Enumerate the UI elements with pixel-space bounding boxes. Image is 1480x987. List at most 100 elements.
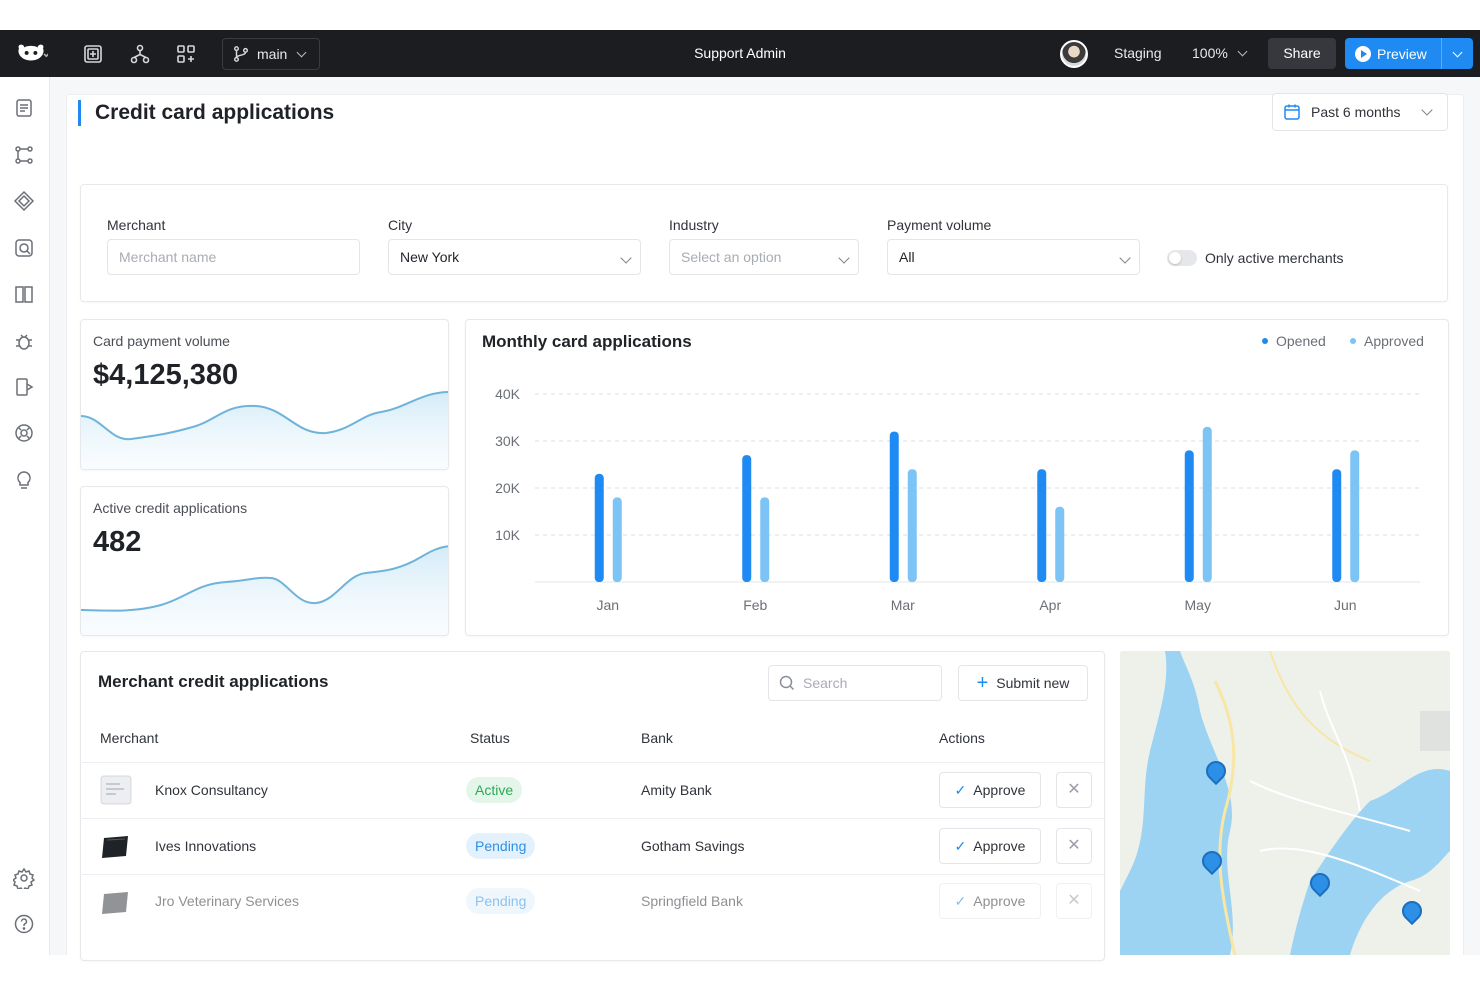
page-title: Credit card applications xyxy=(78,100,334,126)
x-tick-label: Apr xyxy=(1039,597,1061,613)
docs-icon[interactable] xyxy=(13,283,37,307)
city-select[interactable]: New York xyxy=(388,239,641,275)
preview-label: Preview xyxy=(1377,45,1427,62)
active-applications-card xyxy=(80,486,449,636)
active-merchants-label: Only active merchants xyxy=(1205,250,1344,266)
branch-selector[interactable]: main xyxy=(222,38,320,70)
payment-volume-value: $4,125,380 xyxy=(93,359,239,391)
status-badge: Pending xyxy=(466,833,536,859)
settings-icon[interactable] xyxy=(11,867,37,893)
close-icon: ✕ xyxy=(1067,892,1081,909)
date-range-select[interactable]: Past 6 months xyxy=(1272,93,1448,131)
chevron-down-icon xyxy=(620,252,632,264)
legend-approved-label: Approved xyxy=(1364,333,1424,349)
column-status[interactable]: Status xyxy=(470,730,510,746)
components-icon[interactable] xyxy=(173,30,199,77)
merchant-filter-label: Merchant xyxy=(107,217,166,233)
industry-placeholder: Select an option xyxy=(681,249,782,265)
merchant-table-card xyxy=(80,651,1105,961)
approve-button[interactable]: ✓ Approve xyxy=(939,828,1041,864)
legend-opened[interactable]: Opened xyxy=(1262,333,1326,349)
reject-button[interactable]: ✕ xyxy=(1056,828,1092,864)
x-tick-label: Feb xyxy=(743,597,767,613)
query-icon[interactable] xyxy=(13,237,37,261)
industry-select[interactable]: Select an option xyxy=(669,239,859,275)
debug-icon[interactable] xyxy=(13,330,37,354)
table-search-input[interactable]: Search xyxy=(768,665,942,701)
add-page-icon[interactable] xyxy=(80,30,106,77)
column-merchant[interactable]: Merchant xyxy=(100,730,159,746)
merchant-name: Jro Veterinary Services xyxy=(155,893,299,909)
submit-new-button[interactable]: + Submit new xyxy=(958,665,1088,701)
industry-filter-label: Industry xyxy=(669,217,719,233)
approve-label: Approve xyxy=(973,838,1026,854)
chevron-down-icon xyxy=(296,47,307,57)
code-icon[interactable] xyxy=(13,376,37,400)
date-range-value: Past 6 months xyxy=(1311,104,1401,120)
branch-name: main xyxy=(257,46,288,62)
chevron-down-icon xyxy=(1119,252,1131,264)
payment-volume-label: Card payment volume xyxy=(93,333,230,349)
bank-name: Springfield Bank xyxy=(641,893,743,909)
workflow-icon[interactable] xyxy=(127,30,153,77)
bar-approved xyxy=(1055,506,1065,582)
environment-selector[interactable]: Staging xyxy=(1114,45,1162,61)
approve-label: Approve xyxy=(973,782,1026,798)
y-tick-label: 20K xyxy=(495,480,521,496)
legend-approved[interactable]: Approved xyxy=(1350,333,1424,349)
bar-approved xyxy=(1350,450,1360,582)
x-tick-label: Jan xyxy=(596,597,619,613)
legend-opened-label: Opened xyxy=(1276,333,1326,349)
header-divider xyxy=(82,762,1104,763)
status-badge: Active xyxy=(466,777,523,803)
payment-volume-select[interactable]: All xyxy=(887,239,1140,275)
merchant-name: Ives Innovations xyxy=(155,838,257,854)
x-tick-label: Jun xyxy=(1334,597,1357,613)
reject-button[interactable]: ✕ xyxy=(1056,772,1092,808)
tips-icon[interactable] xyxy=(13,469,37,493)
pages-icon[interactable] xyxy=(13,97,37,121)
bar-opened xyxy=(742,455,752,582)
reject-button[interactable]: ✕ xyxy=(1056,883,1092,919)
zoom-chevron-icon[interactable] xyxy=(1237,46,1248,57)
applications-sparkline xyxy=(81,545,448,635)
logo-menu-icon[interactable] xyxy=(8,30,54,77)
merchant-name-input[interactable]: Merchant name xyxy=(107,239,360,275)
avatar[interactable] xyxy=(1060,40,1088,68)
bar-opened xyxy=(1037,469,1047,582)
preview-options-chevron-icon[interactable] xyxy=(1442,46,1473,62)
check-icon: ✓ xyxy=(954,892,967,909)
approve-button[interactable]: ✓ Approve xyxy=(939,772,1041,808)
approve-button[interactable]: ✓ Approve xyxy=(939,883,1041,919)
workflow-tree-icon[interactable] xyxy=(13,144,37,168)
legend-opened-dot xyxy=(1262,338,1268,344)
help-icon[interactable] xyxy=(13,913,37,937)
merchant-thumbnail xyxy=(100,774,132,806)
row-divider xyxy=(82,874,1104,875)
column-actions: Actions xyxy=(939,730,985,746)
city-filter-label: City xyxy=(388,217,413,233)
merchant-thumbnail xyxy=(100,886,132,918)
plus-icon: + xyxy=(976,672,989,694)
merchant-map[interactable] xyxy=(1120,651,1450,955)
plugins-icon[interactable] xyxy=(13,422,37,446)
bar-approved xyxy=(1202,426,1212,582)
y-tick-label: 30K xyxy=(495,433,521,449)
column-bank[interactable]: Bank xyxy=(641,730,673,746)
monthly-applications-chart: 10K 20K 30K 40K Jan Feb Mar Apr May Jun xyxy=(495,386,1420,613)
share-button[interactable]: Share xyxy=(1268,38,1336,69)
close-icon: ✕ xyxy=(1067,781,1081,798)
payment-volume-label: Payment volume xyxy=(887,217,992,233)
status-badge: Pending xyxy=(466,888,536,914)
merchant-thumbnail xyxy=(100,830,132,862)
preview-button[interactable]: Preview xyxy=(1345,38,1473,69)
city-value: New York xyxy=(400,249,460,265)
active-merchants-toggle[interactable] xyxy=(1167,250,1197,266)
calendar-icon xyxy=(1284,104,1300,120)
search-placeholder: Search xyxy=(803,675,848,691)
approve-label: Approve xyxy=(973,893,1026,909)
components-diamond-icon[interactable] xyxy=(13,190,37,214)
row-divider xyxy=(82,818,1104,819)
zoom-level[interactable]: 100% xyxy=(1192,45,1228,61)
bar-opened xyxy=(594,473,604,582)
